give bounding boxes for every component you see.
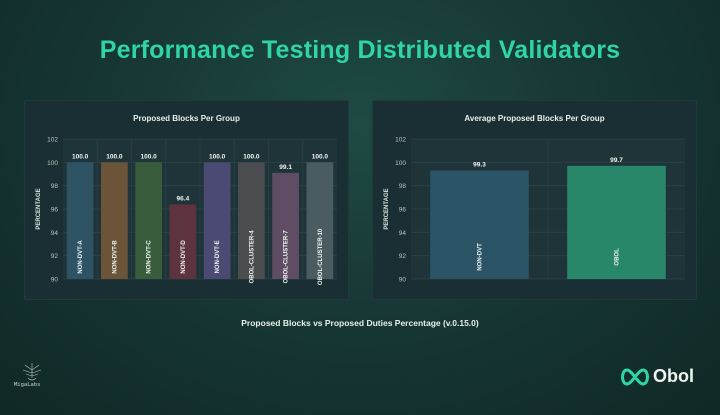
- y-tick-label: 92: [51, 253, 59, 260]
- bar-value-label: 96.4: [177, 195, 190, 202]
- bar-value-label: 100.0: [312, 153, 329, 160]
- bar-category-label: NON-DVT-C: [147, 240, 153, 274]
- bar-value-label: 99.1: [279, 164, 292, 171]
- bar-category-label: OBOL-CLUSTER-4: [249, 230, 255, 284]
- bar-value-label: 99.7: [610, 157, 623, 164]
- y-tick-label: 102: [47, 137, 58, 144]
- obol-logo-icon: [621, 368, 649, 386]
- y-tick-label: 102: [395, 137, 406, 144]
- obol-logo-text: Obol: [653, 366, 694, 386]
- chart-average-proposed-blocks: Average Proposed Blocks Per Group PERCENT…: [384, 114, 685, 284]
- y-tick-label: 96: [51, 207, 59, 214]
- page-title: Performance Testing Distributed Validato…: [99, 36, 621, 64]
- bar: [430, 170, 529, 279]
- bar: [272, 172, 299, 279]
- chart-panel-proposed-blocks: Proposed Blocks Per Group PERCENTAGE 90 92 9…: [24, 100, 349, 300]
- bar: [306, 162, 334, 279]
- y-tick-label: 98: [51, 183, 59, 190]
- bar-category-label: NON-DVT-E: [215, 240, 221, 273]
- chart-title: Average Proposed Blocks Per Group: [464, 114, 604, 123]
- y-tick-label: 96: [399, 207, 407, 214]
- migalabs-logo-icon: [22, 363, 42, 381]
- bar: [203, 162, 231, 279]
- y-tick-label: 92: [399, 253, 407, 260]
- chart-title: Proposed Blocks Per Group: [133, 114, 240, 123]
- bar-category-label: NON-DVT-A: [78, 240, 84, 274]
- y-tick-label: 90: [399, 277, 407, 284]
- bar: [238, 162, 265, 279]
- y-axis-label: PERCENTAGE: [36, 188, 42, 229]
- y-tick-label: 98: [399, 183, 407, 190]
- bar-category-label: OBOL-CLUSTER-10: [318, 228, 324, 285]
- bar-value-label: 100.0: [72, 153, 89, 160]
- bar-category-label: NON-DVT-D: [181, 240, 187, 274]
- y-tick-label: 94: [51, 230, 59, 237]
- y-axis-label: PERCENTAGE: [384, 188, 390, 229]
- bar-value-label: 100.0: [243, 153, 260, 160]
- y-tick-label: 100: [47, 160, 58, 167]
- bar-category-label: NON-DVT: [478, 243, 484, 271]
- y-tick-label: 100: [395, 160, 406, 167]
- bar: [567, 165, 666, 279]
- bar: [66, 162, 94, 279]
- bar-value-label: 100.0: [140, 153, 157, 160]
- bar-value-label: 100.0: [106, 153, 123, 160]
- bar: [135, 162, 162, 279]
- y-tick-label: 94: [399, 230, 407, 237]
- bar: [169, 204, 197, 279]
- y-tick-label: 90: [51, 277, 59, 284]
- chart-proposed-blocks-per-group: Proposed Blocks Per Group PERCENTAGE 90 92 9…: [36, 114, 337, 285]
- bar-category-label: OBOL-CLUSTER-7: [284, 230, 290, 284]
- bar-value-label: 100.0: [209, 153, 226, 160]
- migalabs-logo-text: MigaLabs: [14, 382, 41, 388]
- bar-value-label: 99.3: [473, 162, 486, 169]
- chart-panel-average-proposed-blocks: Average Proposed Blocks Per Group PERCENT…: [372, 100, 697, 300]
- chart-caption: Proposed Blocks vs Proposed Duties Perce…: [241, 318, 479, 328]
- bar-category-label: NON-DVT-B: [112, 240, 118, 274]
- bar-category-label: OBOL: [615, 248, 621, 266]
- bar: [101, 162, 128, 279]
